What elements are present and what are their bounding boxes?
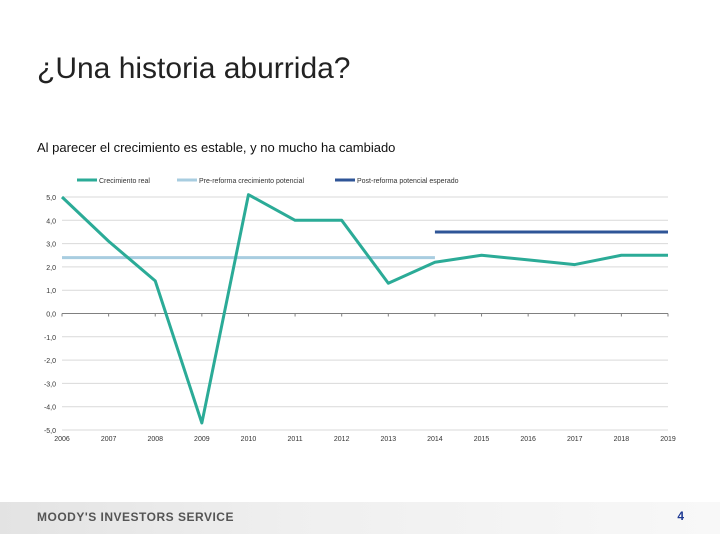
x-tick-label: 2017 [567,436,583,443]
y-tick-label: -3,0 [44,381,56,388]
x-tick-label: 2006 [54,436,70,443]
x-tick-label: 2015 [474,436,490,443]
x-tick-label: 2019 [660,436,676,443]
y-tick-label: 0,0 [46,312,56,319]
slide-title: ¿Una historia aburrida? [37,52,351,85]
line-chart: 5,04,03,02,01,00,0-1,0-2,0-3,0-4,0-5,020… [44,178,676,443]
x-tick-label: 2008 [147,436,163,443]
y-tick-label: 4,0 [46,218,56,225]
x-tick-label: 2013 [381,436,397,443]
y-tick-label: 1,0 [46,288,56,295]
footer-bar: MOODY'S INVESTORS SERVICE 4 [0,502,720,534]
x-tick-label: 2018 [614,436,630,443]
footer-brand-logo: MOODY'S INVESTORS SERVICE [37,510,234,524]
legend-label: Post-reforma potencial esperado [357,178,459,185]
y-tick-label: -2,0 [44,358,56,365]
x-tick-label: 2016 [520,436,536,443]
legend-label: Crecimiento real [99,178,150,185]
series-line-0 [60,193,668,425]
legend-label: Pre-reforma crecimiento potencial [199,178,304,185]
y-tick-label: 2,0 [46,265,56,272]
x-tick-label: 2012 [334,436,350,443]
y-tick-label: -5,0 [44,428,56,435]
y-tick-label: 3,0 [46,242,56,249]
x-tick-label: 2009 [194,436,210,443]
x-tick-label: 2011 [288,436,303,443]
y-tick-label: 5,0 [46,195,56,202]
x-tick-label: 2007 [101,436,117,443]
x-tick-label: 2014 [427,436,443,443]
y-tick-label: -4,0 [44,405,56,412]
y-tick-label: -1,0 [44,335,56,342]
x-tick-label: 2010 [241,436,257,443]
page-number: 4 [677,509,684,523]
slide-subtitle: Al parecer el crecimiento es estable, y … [37,140,396,155]
